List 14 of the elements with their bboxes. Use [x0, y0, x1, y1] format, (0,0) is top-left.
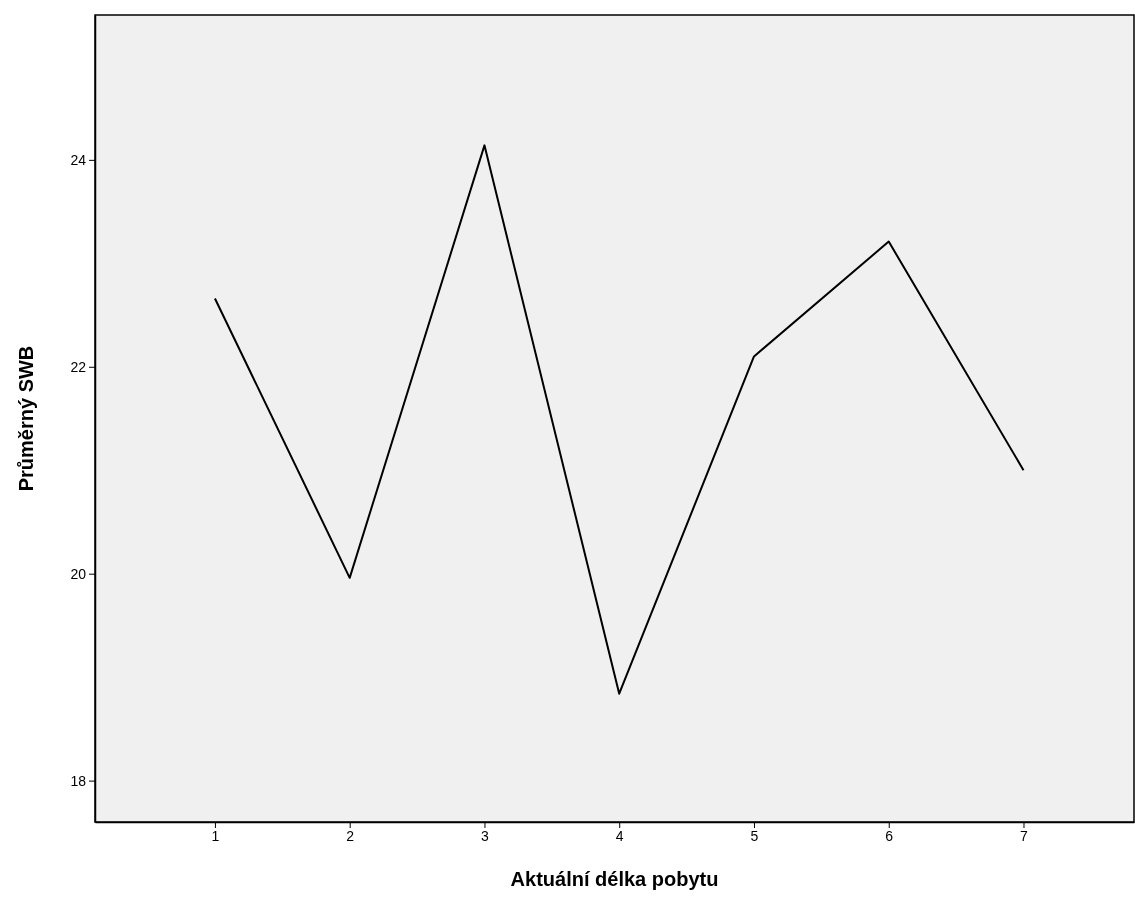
y-tick-label: 24	[70, 151, 87, 168]
x-tick-label: 4	[615, 827, 624, 844]
x-tick-label: 7	[1020, 827, 1029, 844]
x-tick-label: 1	[211, 827, 220, 844]
y-axis-title: Průměrný SWB	[15, 345, 37, 492]
x-tick-label: 6	[885, 827, 894, 844]
x-tick-label: 2	[346, 827, 355, 844]
y-tick-label: 20	[70, 565, 87, 582]
line-series	[213, 144, 1025, 695]
y-tick-label: 22	[70, 358, 87, 375]
x-tick-label: 3	[481, 827, 490, 844]
y-tick-label: 18	[70, 772, 87, 789]
x-axis-title: Aktuální délka pobytu	[510, 868, 719, 890]
x-tick-label: 5	[750, 827, 759, 844]
